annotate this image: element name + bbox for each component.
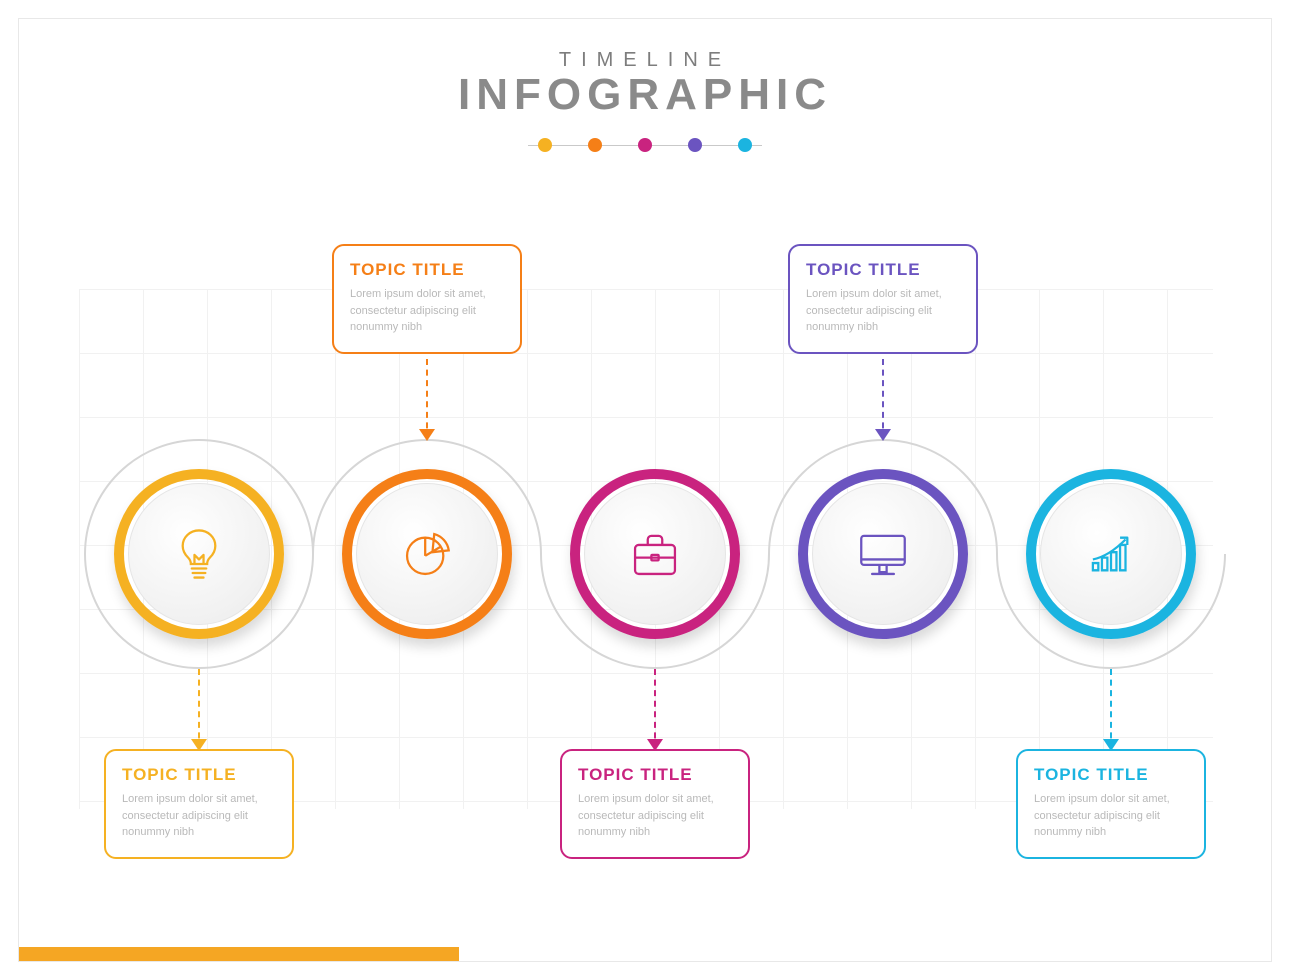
topic-title: TOPIC TITLE — [1034, 765, 1188, 785]
timeline-node-2 — [570, 469, 740, 639]
header-dot-1 — [588, 138, 602, 152]
briefcase-icon — [584, 483, 726, 625]
lightbulb-icon — [128, 483, 270, 625]
timeline-node-4 — [1026, 469, 1196, 639]
connector-0 — [198, 669, 200, 749]
header-dot-2 — [638, 138, 652, 152]
topic-body: Lorem ipsum dolor sit amet, consectetur … — [350, 286, 504, 336]
timeline: TOPIC TITLE Lorem ipsum dolor sit amet, c… — [19, 19, 1271, 961]
topic-body: Lorem ipsum dolor sit amet, consectetur … — [806, 286, 960, 336]
connector-1 — [426, 359, 428, 439]
timeline-node-0 — [114, 469, 284, 639]
timeline-node-3 — [798, 469, 968, 639]
topic-title: TOPIC TITLE — [350, 260, 504, 280]
topic-body: Lorem ipsum dolor sit amet, consectetur … — [122, 791, 276, 841]
connector-4 — [1110, 669, 1112, 749]
monitor-icon — [812, 483, 954, 625]
topic-title: TOPIC TITLE — [578, 765, 732, 785]
connector-3 — [882, 359, 884, 439]
topic-title: TOPIC TITLE — [806, 260, 960, 280]
topic-title: TOPIC TITLE — [122, 765, 276, 785]
canvas-frame: TIMELINE INFOGRAPHIC TOPIC TITLELorem ip… — [18, 18, 1272, 962]
connector-2 — [654, 669, 656, 749]
topic-box-0: TOPIC TITLE Lorem ipsum dolor sit amet, c… — [104, 749, 294, 859]
topic-body: Lorem ipsum dolor sit amet, consectetur … — [1034, 791, 1188, 841]
topic-box-4: TOPIC TITLE Lorem ipsum dolor sit amet, c… — [1016, 749, 1206, 859]
topic-box-1: TOPIC TITLE Lorem ipsum dolor sit amet, c… — [332, 244, 522, 354]
header-dot-3 — [688, 138, 702, 152]
header-dot-0 — [538, 138, 552, 152]
topic-body: Lorem ipsum dolor sit amet, consectetur … — [578, 791, 732, 841]
footer-accent-bar — [19, 947, 459, 961]
pie-chart-icon — [356, 483, 498, 625]
topic-box-2: TOPIC TITLE Lorem ipsum dolor sit amet, c… — [560, 749, 750, 859]
header-dot-4 — [738, 138, 752, 152]
growth-chart-icon — [1040, 483, 1182, 625]
topic-box-3: TOPIC TITLE Lorem ipsum dolor sit amet, c… — [788, 244, 978, 354]
timeline-node-1 — [342, 469, 512, 639]
